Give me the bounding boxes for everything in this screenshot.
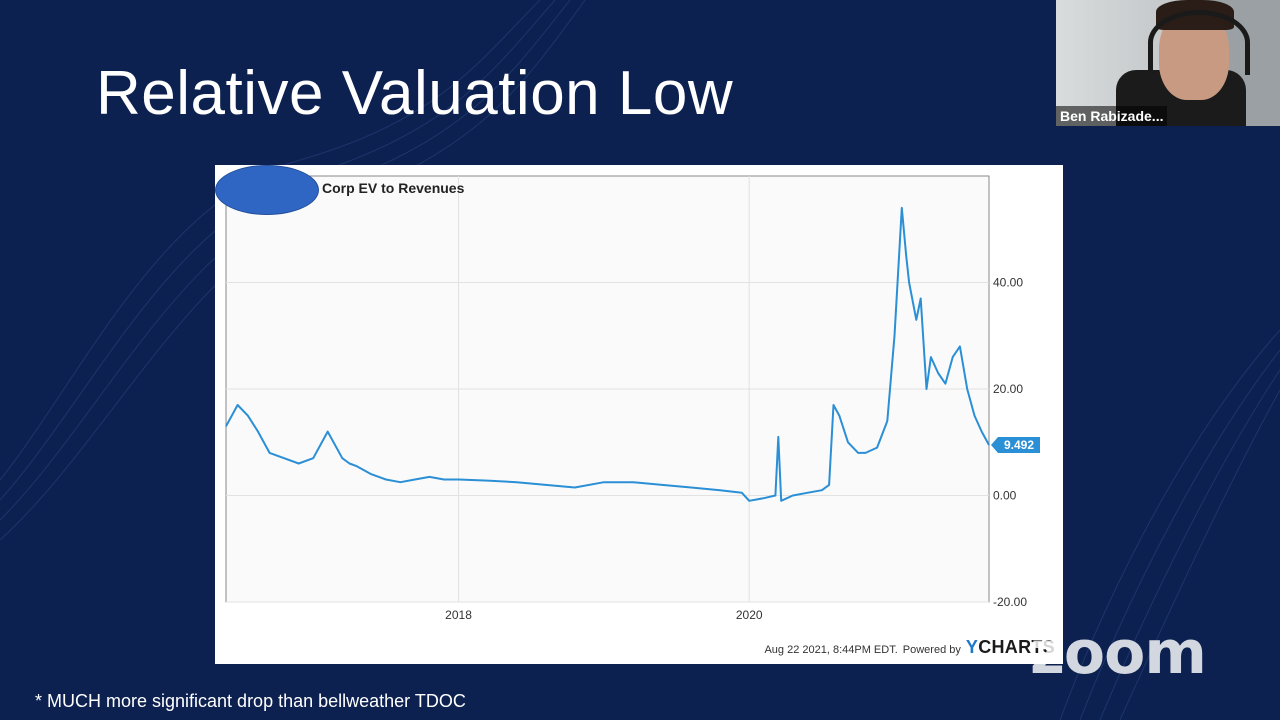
legend-marker: [215, 165, 319, 215]
ycharts-logo-text: CHARTS: [978, 637, 1055, 657]
ycharts-logo-y: Y: [965, 637, 979, 657]
participant-name-label: Ben Rabizade...: [1056, 106, 1168, 126]
slide-title: Relative Valuation Low: [96, 59, 734, 128]
chart-footer: Aug 22 2021, 8:44PM EDT. Powered by YCHA…: [764, 637, 1055, 658]
zoom-watermark: zoom: [1030, 618, 1207, 688]
slide-footnote: * MUCH more significant drop than bellwe…: [35, 691, 466, 711]
participant-video-tile[interactable]: Ben Rabizade...: [1056, 0, 1280, 126]
timestamp: Aug 22 2021, 8:44PM EDT.: [764, 644, 898, 656]
powered-by-text: Powered by: [902, 644, 961, 656]
y-tick-label: 0.00: [993, 489, 1017, 503]
x-tick-label: 2018: [445, 608, 472, 622]
ycharts-logo[interactable]: YCHARTS: [966, 637, 1055, 658]
line-chart: 40.00 20.00 0.00 -20.00 2018 2020 9.492: [225, 175, 1040, 622]
series-line: [225, 206, 990, 502]
y-tick-label: 40.00: [993, 276, 1023, 290]
headset-icon: [1148, 10, 1250, 75]
y-tick-label: -20.00: [993, 595, 1027, 609]
last-value-badge: [991, 436, 1040, 453]
chart-panel: 40.00 20.00 0.00 -20.00 2018 2020 9.492 Corp E…: [215, 165, 1063, 664]
y-tick-label: 20.00: [993, 382, 1023, 396]
chart-title: Corp EV to Revenues: [322, 180, 465, 196]
x-tick-label: 2020: [736, 608, 763, 622]
last-value-label: 9.492: [1004, 438, 1034, 452]
